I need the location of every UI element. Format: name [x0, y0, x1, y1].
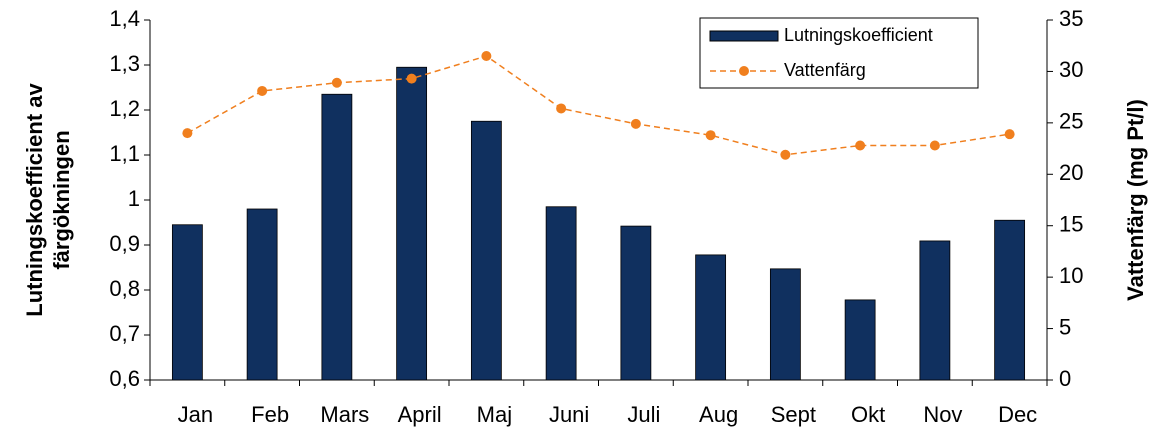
bar	[844, 299, 876, 381]
y2-tick-label: 15	[1059, 212, 1083, 237]
y-tick-label: 1,3	[109, 51, 140, 76]
legend-box	[699, 17, 979, 89]
line-point	[406, 73, 417, 84]
bar	[171, 224, 203, 381]
bar	[919, 240, 951, 381]
bar	[246, 208, 278, 381]
y-tick-label: 1,1	[109, 141, 140, 166]
line-point	[855, 140, 866, 151]
bar	[695, 254, 727, 381]
x-tick-label: Nov	[923, 402, 962, 427]
line-point	[481, 51, 492, 61]
legend-swatch	[709, 30, 779, 42]
x-tick-label: Juli	[627, 402, 660, 427]
y2-tick-label: 5	[1059, 314, 1071, 339]
bar	[396, 66, 428, 381]
bar	[994, 219, 1026, 381]
x-tick-label: Maj	[477, 402, 512, 427]
y2-tick-label: 10	[1059, 263, 1083, 288]
y2-axis-title: Vattenfärg (mg Pt/l)	[1123, 99, 1148, 301]
legend-label: Vattenfärg	[784, 60, 866, 80]
x-tick-label: Okt	[851, 402, 885, 427]
line-point	[257, 85, 268, 96]
y-tick-label: 0,6	[109, 366, 140, 391]
line-point	[331, 77, 342, 88]
x-tick-label: Juni	[549, 402, 589, 427]
bar	[545, 206, 577, 381]
line-point	[705, 130, 716, 141]
line-point	[1004, 129, 1015, 140]
x-tick-label: Sept	[771, 402, 816, 427]
bar	[620, 225, 652, 381]
line-point	[182, 128, 193, 139]
y-tick-label: 1,4	[109, 6, 140, 31]
x-tick-label: Dec	[998, 402, 1037, 427]
x-tick-label: Feb	[251, 402, 289, 427]
x-tick-label: Aug	[699, 402, 738, 427]
y-tick-label: 0,8	[109, 276, 140, 301]
x-tick-label: Mars	[320, 402, 369, 427]
y2-tick-label: 0	[1059, 366, 1071, 391]
x-tick-label: Jan	[178, 402, 213, 427]
y2-tick-label: 30	[1059, 57, 1083, 82]
y2-tick-label: 25	[1059, 109, 1083, 134]
y-tick-label: 1,2	[109, 96, 140, 121]
x-tick-label: April	[398, 402, 442, 427]
y-tick-label: 1	[128, 186, 140, 211]
y2-tick-label: 20	[1059, 160, 1083, 185]
line-point	[780, 149, 791, 160]
bar	[321, 93, 353, 381]
y-tick-label: 0,9	[109, 231, 140, 256]
line	[187, 55, 1010, 156]
legend-marker	[739, 66, 749, 76]
line-point	[556, 103, 567, 114]
y-axis-title: färgökningen	[49, 130, 74, 269]
y-tick-label: 0,7	[109, 321, 140, 346]
legend-label: Lutningskoefficient	[784, 25, 933, 45]
bar	[470, 120, 502, 381]
y2-tick-label: 35	[1059, 6, 1083, 31]
bar	[769, 268, 801, 381]
line-point	[630, 118, 641, 129]
y-axis-title: Lutningskoefficient av	[22, 83, 47, 317]
line-point	[929, 140, 940, 151]
